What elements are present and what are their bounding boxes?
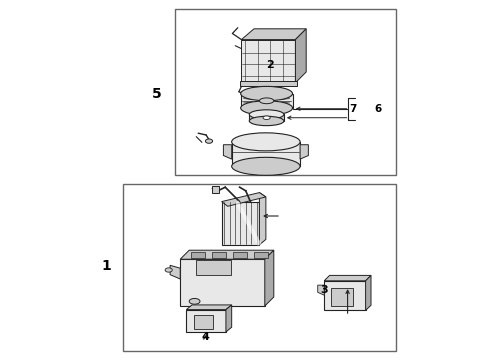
Bar [191, 252, 205, 258]
Ellipse shape [232, 157, 300, 175]
Bar [254, 252, 268, 258]
Ellipse shape [189, 298, 200, 304]
Polygon shape [221, 193, 266, 206]
Polygon shape [242, 29, 306, 40]
Polygon shape [300, 145, 308, 159]
Ellipse shape [165, 268, 172, 272]
Bar [212, 186, 219, 193]
Bar [331, 288, 353, 306]
Text: 6: 6 [374, 104, 382, 114]
Polygon shape [259, 193, 266, 245]
Bar [233, 252, 247, 258]
Text: 4: 4 [201, 332, 209, 342]
Polygon shape [366, 275, 371, 310]
Text: 2: 2 [267, 60, 274, 70]
Polygon shape [186, 305, 232, 310]
Ellipse shape [241, 86, 293, 101]
Bar [196, 260, 231, 275]
Polygon shape [265, 250, 274, 306]
Polygon shape [295, 29, 306, 83]
Bar [240, 81, 297, 86]
Bar [212, 252, 226, 258]
Bar [186, 310, 226, 332]
Bar [241, 94, 293, 108]
Polygon shape [242, 40, 295, 83]
Bar [180, 259, 265, 306]
Polygon shape [324, 275, 371, 281]
Bar [249, 114, 284, 121]
Bar [324, 281, 366, 310]
Polygon shape [223, 145, 232, 159]
Text: 3: 3 [320, 285, 328, 295]
Text: 7: 7 [349, 104, 357, 114]
Ellipse shape [205, 139, 213, 143]
Bar [175, 9, 396, 175]
Polygon shape [180, 250, 274, 259]
Polygon shape [170, 265, 180, 279]
Text: 1: 1 [101, 260, 111, 273]
Ellipse shape [259, 98, 274, 104]
Ellipse shape [263, 116, 270, 120]
Bar [194, 315, 213, 329]
Polygon shape [226, 305, 232, 332]
Bar [232, 142, 300, 166]
Ellipse shape [249, 116, 284, 126]
Text: 5: 5 [152, 87, 162, 100]
Ellipse shape [241, 101, 293, 115]
Ellipse shape [249, 110, 284, 119]
Bar [122, 184, 396, 351]
Polygon shape [318, 285, 324, 295]
Bar [221, 202, 259, 245]
Ellipse shape [232, 133, 300, 151]
